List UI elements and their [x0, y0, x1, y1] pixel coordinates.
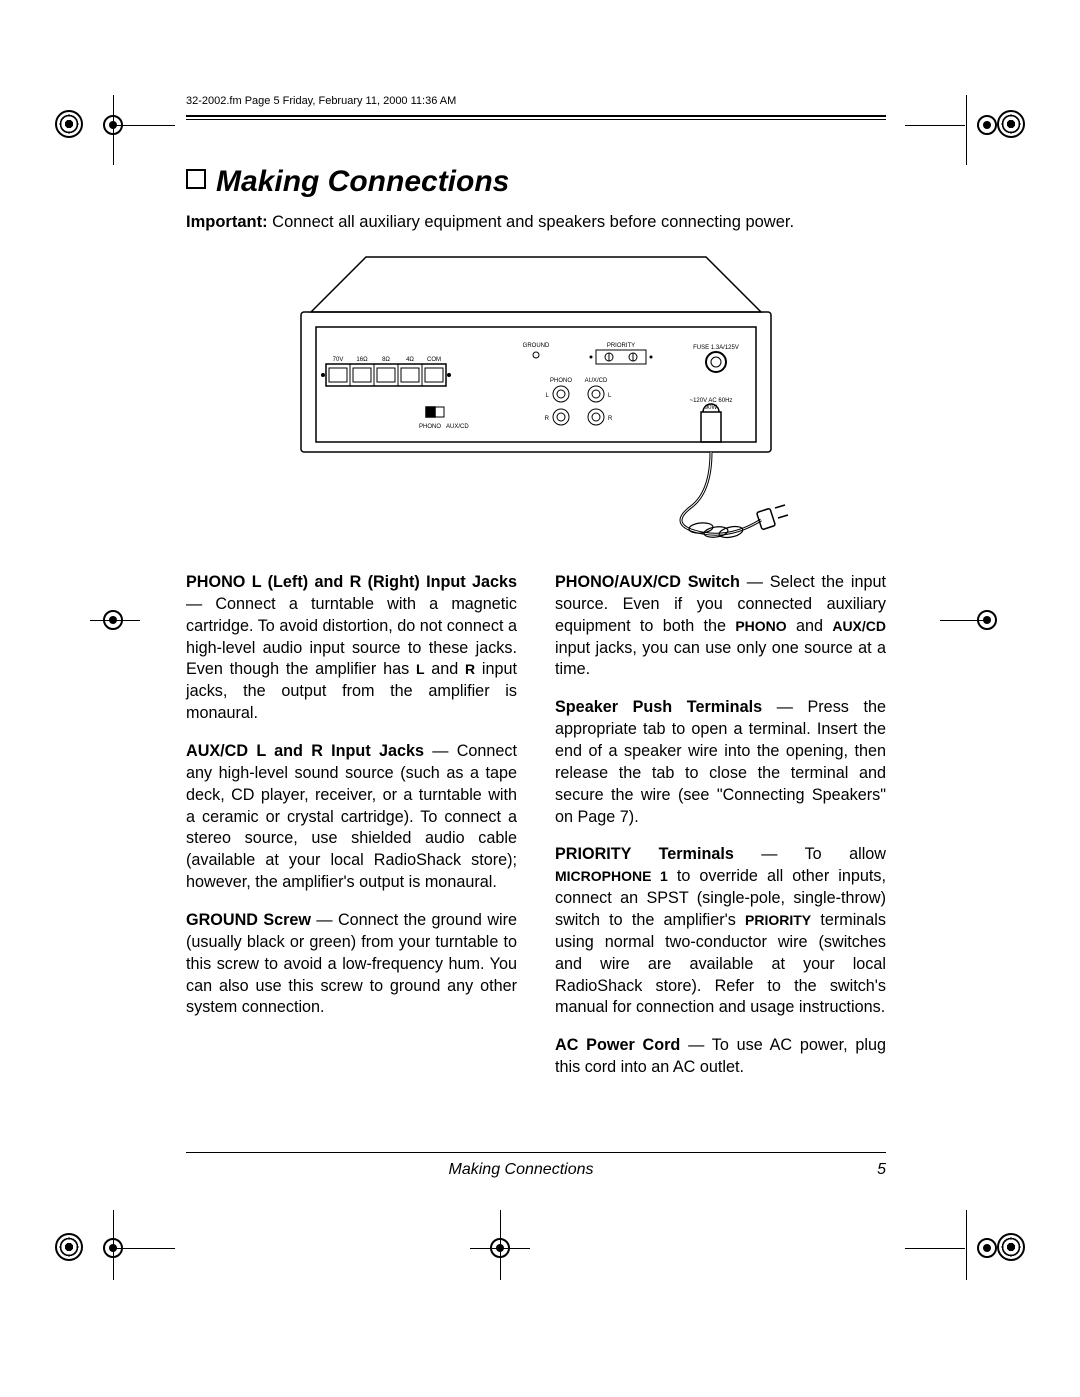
term: PRIORITY Terminals [555, 845, 734, 863]
term: PHONO L (Left) and R (Right) Input Jacks [186, 573, 517, 591]
crop-line [905, 1248, 965, 1249]
term: Speaker Push Terminals [555, 698, 762, 716]
paragraph: PRIORITY Terminals — To allow MICROPHONE… [555, 844, 886, 1019]
paragraph: AUX/CD L and R Input Jacks — Connect any… [186, 741, 517, 894]
svg-text:16Ω: 16Ω [356, 357, 368, 363]
svg-text:AUX/CD: AUX/CD [585, 378, 608, 384]
intro-text: Connect all auxiliary equipment and spea… [268, 213, 795, 231]
term: GROUND Screw [186, 911, 311, 929]
crop-corner-icon [55, 1233, 83, 1261]
smallcap: L [416, 661, 425, 677]
footer-title: Making Connections [186, 1161, 856, 1179]
text: and [787, 617, 833, 635]
footer-page-number: 5 [856, 1161, 886, 1179]
smallcap: PRIORITY [745, 912, 811, 928]
svg-text:AUX/CD: AUX/CD [446, 424, 469, 430]
svg-text:GROUND: GROUND [523, 343, 550, 349]
smallcap: R [465, 661, 475, 677]
paragraph: AC Power Cord — To use AC power, plug th… [555, 1035, 886, 1079]
rule-thick [186, 115, 886, 117]
crop-line [470, 1248, 530, 1249]
footer-rule [186, 1152, 886, 1153]
title-text: Making Connections [216, 165, 509, 198]
body-columns: PHONO L (Left) and R (Right) Input Jacks… [186, 572, 886, 1095]
crop-line [115, 125, 175, 126]
smallcap: AUX/CD [832, 618, 886, 634]
right-column: PHONO/AUX/CD Switch — Select the input s… [555, 572, 886, 1095]
crop-corner-icon [55, 110, 83, 138]
amplifier-rear-diagram: 70V 16Ω 8Ω 4Ω COM PHONO AUX/CD GROUND PR… [271, 252, 801, 547]
intro-paragraph: Important: Connect all auxiliary equipme… [186, 213, 886, 232]
checkbox-icon [186, 169, 206, 189]
crop-corner-icon [997, 110, 1025, 138]
term: PHONO/AUX/CD Switch [555, 573, 740, 591]
crop-line [113, 1210, 114, 1280]
paragraph: PHONO/AUX/CD Switch — Select the input s… [555, 572, 886, 681]
svg-text:COM: COM [427, 357, 441, 363]
text: — Press the appropriate tab to open a te… [555, 698, 886, 825]
page-header: 32-2002.fm Page 5 Friday, February 11, 2… [186, 95, 886, 107]
smallcap: MICROPHONE 1 [555, 868, 668, 884]
term: AUX/CD L and R Input Jacks [186, 742, 424, 760]
svg-text:PRIORITY: PRIORITY [607, 343, 635, 349]
text: input jacks, you can use only one source… [555, 639, 886, 679]
page-footer: Making Connections 5 [186, 1152, 886, 1179]
svg-text:L: L [608, 393, 612, 399]
svg-text:PHONO: PHONO [419, 424, 441, 430]
crop-corner-icon [997, 1233, 1025, 1261]
text: — Connect any high-level sound source (s… [186, 742, 517, 891]
text: and [425, 660, 466, 678]
crop-line [113, 95, 114, 165]
svg-text:R: R [608, 416, 613, 422]
svg-text:4Ω: 4Ω [406, 357, 414, 363]
svg-text:~120V AC 60Hz: ~120V AC 60Hz [690, 398, 733, 404]
paragraph: PHONO L (Left) and R (Right) Input Jacks… [186, 572, 517, 725]
term: AC Power Cord [555, 1036, 680, 1054]
section-title: Making Connections [186, 165, 886, 199]
crop-line [966, 1210, 967, 1280]
svg-text:PHONO: PHONO [550, 378, 572, 384]
crop-line [115, 1248, 175, 1249]
paragraph: Speaker Push Terminals — Press the appro… [555, 697, 886, 828]
svg-text:70V: 70V [333, 357, 344, 363]
rule-thin [186, 119, 886, 120]
text: — To allow [734, 845, 886, 863]
crop-line [90, 620, 140, 621]
svg-text:8Ω: 8Ω [382, 357, 390, 363]
page-content: 32-2002.fm Page 5 Friday, February 11, 2… [186, 95, 886, 1095]
crop-line [940, 620, 990, 621]
svg-text:R: R [545, 416, 550, 422]
intro-bold: Important: [186, 213, 268, 231]
crop-line [966, 95, 967, 165]
svg-text:FUSE 1.3A/125V: FUSE 1.3A/125V [693, 345, 739, 351]
smallcap: PHONO [735, 618, 786, 634]
svg-text:L: L [546, 393, 550, 399]
crop-line [905, 125, 965, 126]
crop-line [500, 1210, 501, 1280]
paragraph: GROUND Screw — Connect the ground wire (… [186, 910, 517, 1019]
left-column: PHONO L (Left) and R (Right) Input Jacks… [186, 572, 517, 1095]
